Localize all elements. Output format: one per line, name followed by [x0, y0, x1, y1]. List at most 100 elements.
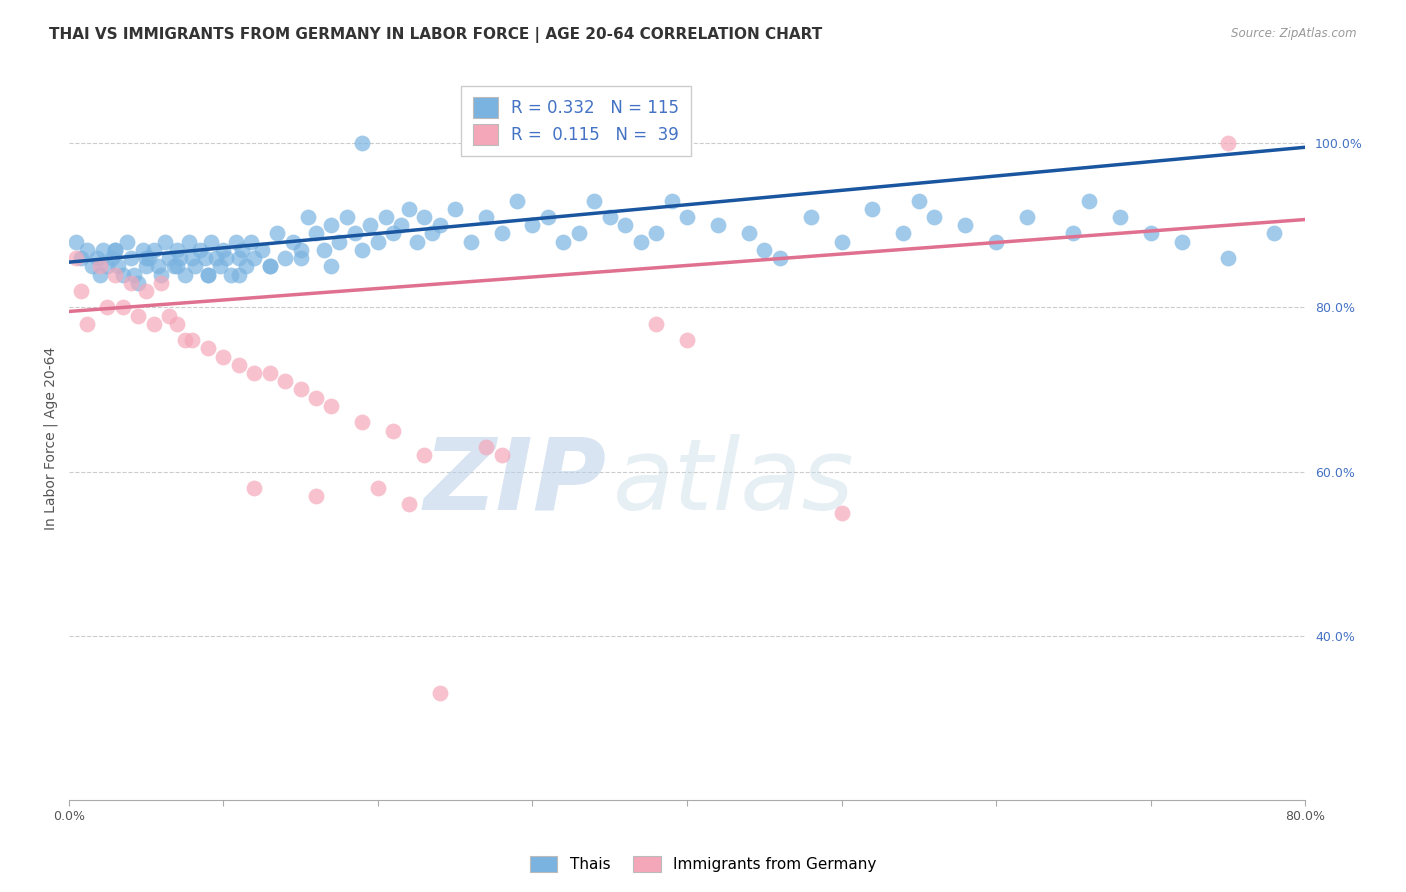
Point [475, 440, 498, 454]
Point [893, 227, 915, 241]
Point [312, 243, 335, 257]
Text: Source: ZipAtlas.com: Source: ZipAtlas.com [1232, 27, 1357, 40]
Point [522, 219, 544, 233]
Point [405, 235, 427, 249]
Point [157, 251, 180, 265]
Point [120, 251, 142, 265]
Point [104, 268, 127, 282]
Point [120, 276, 142, 290]
Text: THAI VS IMMIGRANTS FROM GERMANY IN LABOR FORCE | AGE 20-64 CORRELATION CHART: THAI VS IMMIGRANTS FROM GERMANY IN LABOR… [49, 27, 823, 43]
Point [166, 260, 188, 274]
Point [197, 268, 219, 282]
Point [305, 227, 328, 241]
Point [274, 251, 297, 265]
Point [104, 243, 127, 257]
Point [197, 342, 219, 356]
Point [955, 219, 977, 233]
Point [924, 210, 946, 224]
Point [188, 243, 211, 257]
Point [96, 301, 118, 315]
Point [225, 235, 247, 249]
Point [420, 227, 443, 241]
Point [754, 243, 776, 257]
Point [1216, 251, 1239, 265]
Point [111, 268, 134, 282]
Point [243, 366, 266, 380]
Point [568, 227, 591, 241]
Point [352, 415, 374, 429]
Point [382, 424, 405, 438]
Point [179, 235, 201, 249]
Point [89, 260, 111, 274]
Point [429, 686, 451, 700]
Point [1062, 227, 1084, 241]
Point [491, 448, 513, 462]
Point [1139, 227, 1161, 241]
Point [111, 301, 134, 315]
Point [336, 210, 359, 224]
Point [231, 243, 253, 257]
Point [676, 333, 699, 347]
Point [297, 210, 319, 224]
Point [127, 309, 149, 323]
Point [259, 260, 281, 274]
Point [599, 210, 621, 224]
Point [645, 227, 668, 241]
Point [645, 317, 668, 331]
Point [290, 383, 312, 397]
Point [266, 227, 288, 241]
Point [163, 260, 186, 274]
Point [259, 260, 281, 274]
Point [382, 227, 405, 241]
Point [148, 260, 170, 274]
Point [184, 260, 207, 274]
Point [614, 219, 637, 233]
Point [343, 227, 366, 241]
Point [506, 194, 529, 208]
Point [91, 243, 114, 257]
Point [243, 251, 266, 265]
Y-axis label: In Labor Force | Age 20-64: In Labor Force | Age 20-64 [44, 347, 58, 531]
Point [274, 374, 297, 388]
Point [173, 268, 195, 282]
Point [240, 235, 263, 249]
Point [197, 268, 219, 282]
Point [831, 235, 853, 249]
Point [413, 210, 436, 224]
Point [169, 251, 191, 265]
Point [70, 284, 93, 298]
Point [444, 202, 467, 216]
Point [321, 399, 343, 413]
Point [1077, 194, 1099, 208]
Point [86, 251, 108, 265]
Point [173, 333, 195, 347]
Point [209, 260, 232, 274]
Point [101, 251, 124, 265]
Point [862, 202, 884, 216]
Point [157, 309, 180, 323]
Point [389, 219, 412, 233]
Point [367, 481, 389, 495]
Point [150, 276, 173, 290]
Point [135, 260, 157, 274]
Point [132, 243, 155, 257]
Point [76, 317, 98, 331]
Point [831, 506, 853, 520]
Point [117, 235, 139, 249]
Point [398, 498, 420, 512]
Point [166, 317, 188, 331]
Point [135, 284, 157, 298]
Point [138, 251, 160, 265]
Point [1263, 227, 1285, 241]
Text: atlas: atlas [613, 434, 855, 531]
Point [374, 210, 396, 224]
Point [475, 210, 498, 224]
Point [491, 227, 513, 241]
Point [359, 219, 381, 233]
Point [305, 391, 328, 405]
Point [1170, 235, 1192, 249]
Point [429, 219, 451, 233]
Point [661, 194, 683, 208]
Point [321, 260, 343, 274]
Point [537, 210, 560, 224]
